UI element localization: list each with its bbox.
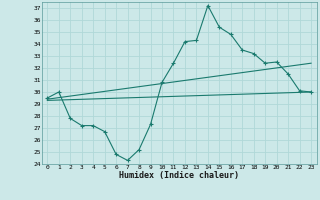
X-axis label: Humidex (Indice chaleur): Humidex (Indice chaleur) (119, 171, 239, 180)
